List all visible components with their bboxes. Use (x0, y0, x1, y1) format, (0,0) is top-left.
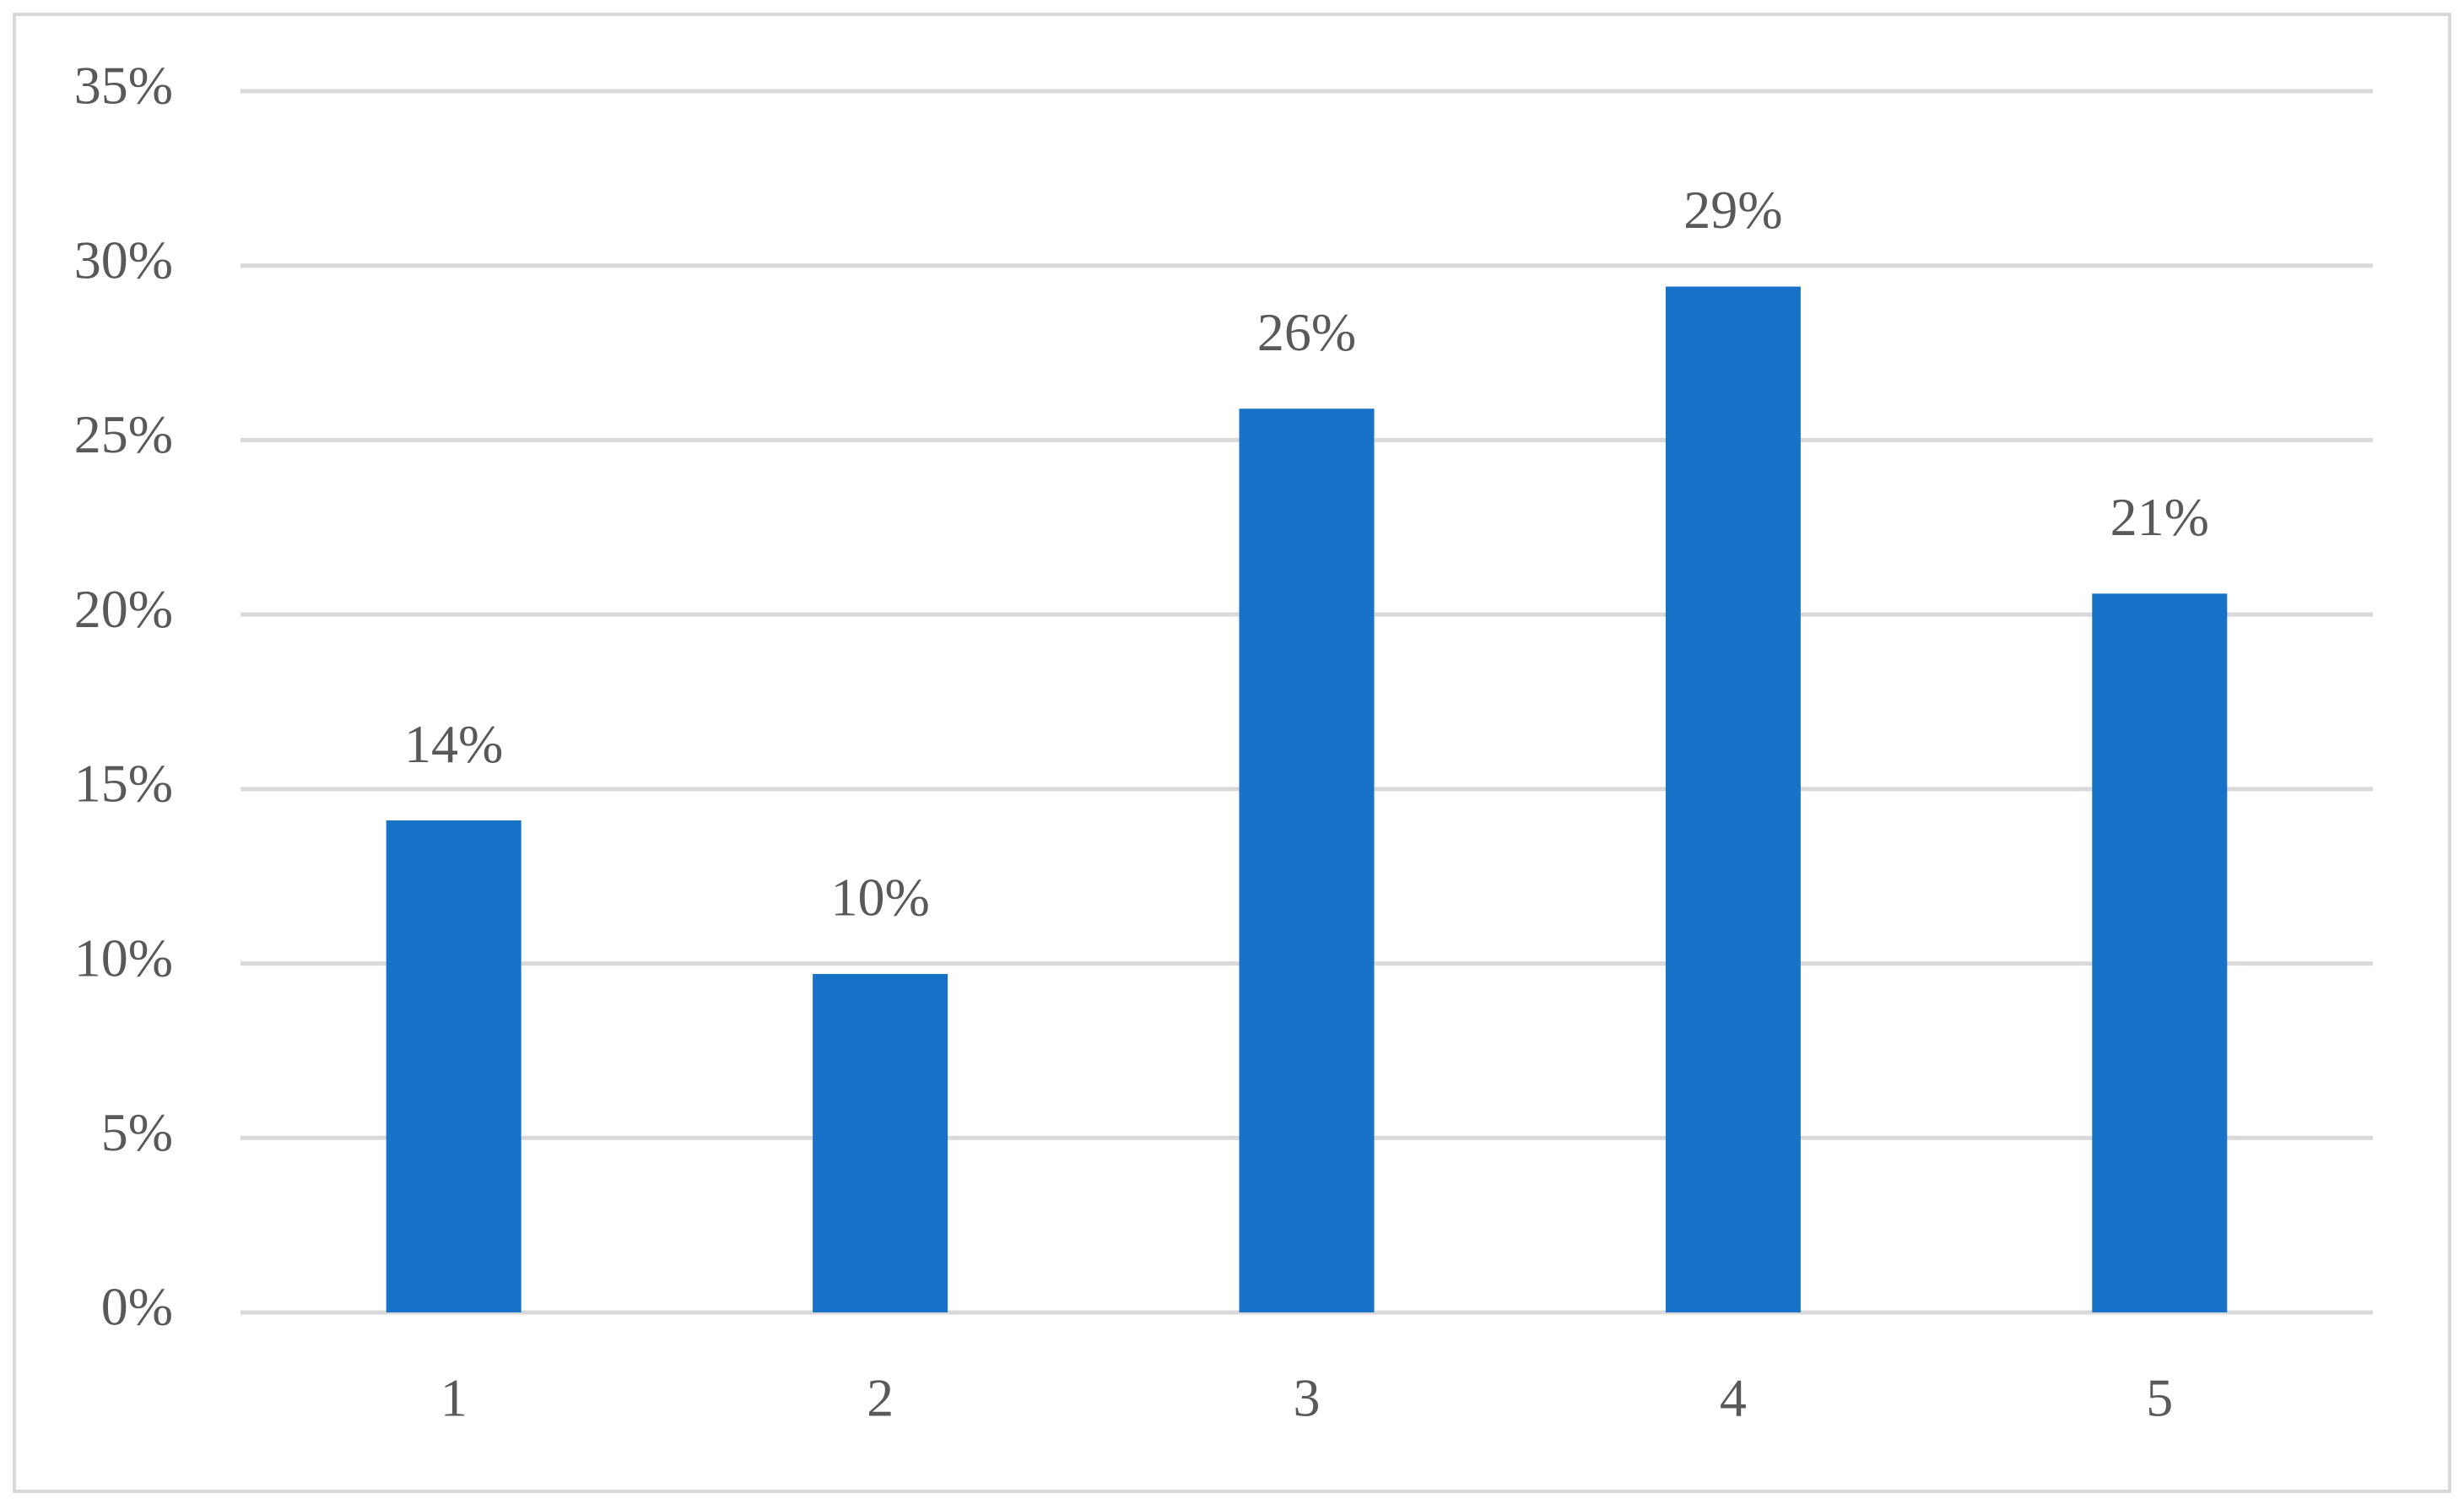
bar (386, 820, 521, 1312)
x-tick-label: 3 (1294, 1368, 1321, 1428)
y-tick-label: 15% (74, 754, 173, 814)
value-label: 14% (404, 714, 503, 774)
y-tick-label: 0% (101, 1277, 173, 1337)
y-tick-label: 35% (74, 56, 173, 116)
bar (1239, 408, 1375, 1313)
value-label: 29% (1683, 180, 1782, 240)
x-tick-label: 2 (867, 1368, 894, 1428)
value-label: 21% (2110, 487, 2209, 547)
x-tick-label: 1 (440, 1368, 467, 1428)
bar (2092, 593, 2228, 1312)
value-label: 26% (1257, 302, 1356, 362)
bar (813, 973, 948, 1312)
y-tick-label: 20% (74, 579, 173, 639)
y-tick-label: 10% (74, 928, 173, 987)
y-tick-label: 5% (101, 1102, 173, 1162)
y-tick-label: 25% (74, 404, 173, 464)
bar (1665, 286, 1801, 1312)
x-tick-label: 5 (2146, 1368, 2173, 1428)
chart-border (13, 13, 2451, 1493)
y-tick-label: 30% (74, 230, 173, 289)
x-tick-label: 4 (1720, 1368, 1747, 1428)
value-label: 10% (830, 868, 929, 928)
